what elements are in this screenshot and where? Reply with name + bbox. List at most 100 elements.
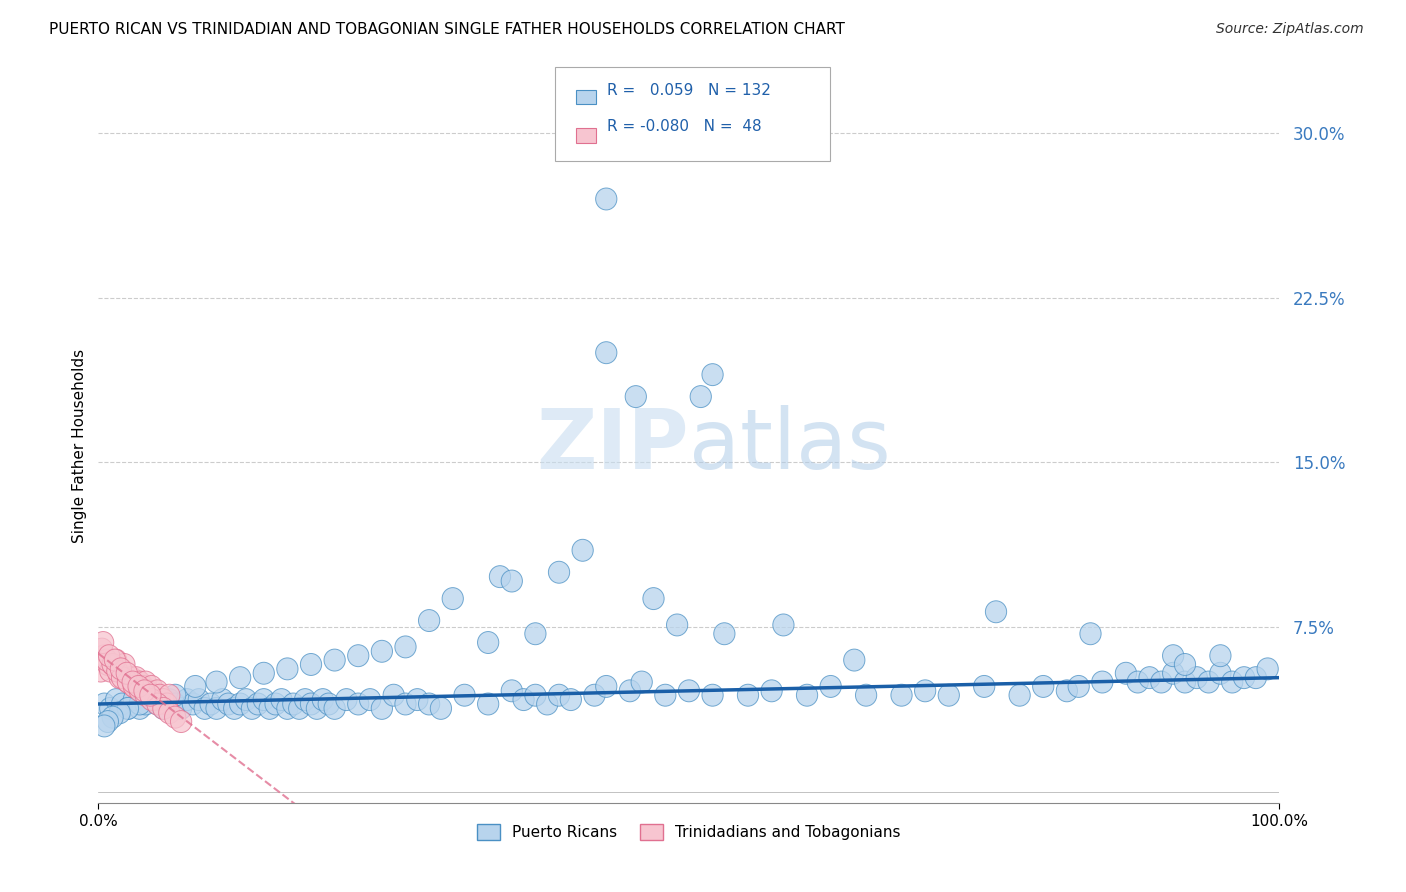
Ellipse shape [103,654,124,675]
Ellipse shape [146,680,169,702]
Ellipse shape [121,666,142,689]
Ellipse shape [229,693,250,715]
Ellipse shape [596,342,617,364]
Ellipse shape [631,671,652,693]
Ellipse shape [382,684,405,706]
Text: PUERTO RICAN VS TRINIDADIAN AND TOBAGONIAN SINGLE FATHER HOUSEHOLDS CORRELATION : PUERTO RICAN VS TRINIDADIAN AND TOBAGONI… [49,22,845,37]
Ellipse shape [307,698,328,719]
Ellipse shape [1032,675,1054,698]
Ellipse shape [914,680,936,702]
Ellipse shape [1150,671,1173,693]
Ellipse shape [702,364,723,385]
Ellipse shape [855,684,877,706]
Ellipse shape [371,698,392,719]
Ellipse shape [360,689,381,711]
Ellipse shape [312,689,333,711]
Ellipse shape [336,689,357,711]
Ellipse shape [159,684,180,706]
Ellipse shape [626,385,647,408]
Ellipse shape [395,636,416,658]
Text: ZIP: ZIP [537,406,689,486]
Ellipse shape [194,698,215,719]
Ellipse shape [94,715,115,737]
Ellipse shape [986,601,1007,623]
Ellipse shape [135,693,156,715]
Ellipse shape [583,684,605,706]
Ellipse shape [165,684,186,706]
Ellipse shape [110,658,132,680]
Ellipse shape [165,706,186,728]
Ellipse shape [176,689,198,711]
Ellipse shape [678,680,700,702]
Ellipse shape [117,671,139,693]
Ellipse shape [114,654,135,675]
Ellipse shape [690,385,711,408]
Ellipse shape [90,660,111,682]
Ellipse shape [129,680,150,702]
Legend: Puerto Ricans, Trinidadians and Tobagonians: Puerto Ricans, Trinidadians and Tobagoni… [471,818,907,847]
Ellipse shape [128,675,149,698]
Ellipse shape [135,671,156,693]
Ellipse shape [105,689,127,711]
Ellipse shape [253,689,274,711]
Ellipse shape [283,693,304,715]
Ellipse shape [737,684,759,706]
Ellipse shape [124,689,145,711]
Ellipse shape [122,671,143,693]
Ellipse shape [844,649,865,671]
Ellipse shape [513,689,534,711]
Ellipse shape [253,662,274,684]
Ellipse shape [323,698,346,719]
Ellipse shape [371,640,392,662]
Ellipse shape [94,693,115,715]
Ellipse shape [524,623,546,645]
Ellipse shape [1128,671,1149,693]
Ellipse shape [94,645,115,666]
Ellipse shape [572,540,593,561]
Ellipse shape [548,684,569,706]
Ellipse shape [524,684,546,706]
Ellipse shape [478,693,499,715]
Ellipse shape [1080,623,1101,645]
Ellipse shape [146,693,169,715]
Text: Source: ZipAtlas.com: Source: ZipAtlas.com [1216,22,1364,37]
Ellipse shape [141,675,162,698]
Ellipse shape [714,623,735,645]
Ellipse shape [170,698,191,719]
Ellipse shape [347,645,368,666]
Ellipse shape [110,666,131,689]
Ellipse shape [1233,666,1254,689]
Ellipse shape [277,658,298,680]
Ellipse shape [277,698,298,719]
Ellipse shape [419,693,440,715]
Ellipse shape [323,649,346,671]
Ellipse shape [288,698,309,719]
Ellipse shape [145,684,166,706]
Ellipse shape [247,693,269,715]
Ellipse shape [146,693,169,715]
Ellipse shape [97,711,118,732]
Ellipse shape [548,561,569,583]
Ellipse shape [655,684,676,706]
Ellipse shape [149,684,170,706]
Ellipse shape [1056,680,1077,702]
Ellipse shape [406,689,427,711]
Ellipse shape [489,566,510,588]
Ellipse shape [105,649,127,671]
Ellipse shape [91,638,112,660]
Ellipse shape [145,689,166,711]
Ellipse shape [111,660,132,682]
Ellipse shape [97,654,118,675]
Ellipse shape [104,649,125,671]
Ellipse shape [501,680,523,702]
Ellipse shape [596,188,617,210]
Ellipse shape [242,698,263,719]
Ellipse shape [318,693,339,715]
Ellipse shape [205,671,228,693]
Ellipse shape [138,680,159,702]
Ellipse shape [141,689,162,711]
Ellipse shape [1246,666,1267,689]
Ellipse shape [156,693,177,715]
Ellipse shape [1209,662,1232,684]
Ellipse shape [125,666,146,689]
